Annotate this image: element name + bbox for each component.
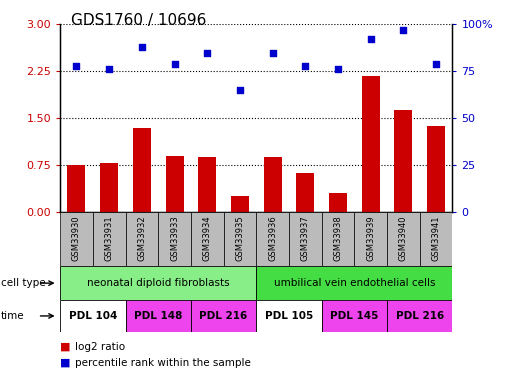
- Text: GSM33935: GSM33935: [235, 215, 244, 261]
- Bar: [427, 126, 445, 212]
- Bar: [394, 110, 412, 212]
- Text: GSM33930: GSM33930: [72, 215, 81, 261]
- Text: log2 ratio: log2 ratio: [75, 342, 125, 352]
- Text: PDL 216: PDL 216: [199, 311, 248, 321]
- Point: [203, 50, 211, 55]
- Bar: [100, 163, 118, 212]
- Point: [268, 50, 277, 55]
- Text: neonatal diploid fibroblasts: neonatal diploid fibroblasts: [87, 278, 230, 288]
- FancyBboxPatch shape: [256, 212, 289, 266]
- FancyBboxPatch shape: [60, 300, 126, 332]
- FancyBboxPatch shape: [191, 300, 256, 332]
- Point: [367, 36, 375, 42]
- Bar: [362, 76, 380, 212]
- Point: [334, 66, 342, 72]
- Text: PDL 148: PDL 148: [134, 311, 183, 321]
- FancyBboxPatch shape: [158, 212, 191, 266]
- Bar: [166, 156, 184, 212]
- Point: [399, 27, 407, 33]
- FancyBboxPatch shape: [387, 212, 419, 266]
- FancyBboxPatch shape: [60, 212, 93, 266]
- Text: PDL 216: PDL 216: [395, 311, 444, 321]
- Point: [138, 44, 146, 50]
- FancyBboxPatch shape: [419, 212, 452, 266]
- FancyBboxPatch shape: [93, 212, 126, 266]
- FancyBboxPatch shape: [191, 212, 224, 266]
- Text: GSM33934: GSM33934: [203, 215, 212, 261]
- Text: GSM33939: GSM33939: [366, 215, 375, 261]
- Text: ■: ■: [60, 358, 71, 368]
- Text: GSM33931: GSM33931: [105, 215, 113, 261]
- FancyBboxPatch shape: [387, 300, 452, 332]
- FancyBboxPatch shape: [126, 300, 191, 332]
- Text: PDL 145: PDL 145: [330, 311, 379, 321]
- Point: [105, 66, 113, 72]
- Point: [170, 61, 179, 67]
- FancyBboxPatch shape: [322, 212, 355, 266]
- Bar: [329, 193, 347, 212]
- Text: time: time: [1, 311, 25, 321]
- FancyBboxPatch shape: [322, 300, 387, 332]
- Text: PDL 105: PDL 105: [265, 311, 313, 321]
- Text: cell type: cell type: [1, 278, 46, 288]
- Bar: [133, 128, 151, 212]
- FancyBboxPatch shape: [60, 266, 256, 300]
- Text: GSM33941: GSM33941: [431, 215, 440, 261]
- Text: GSM33937: GSM33937: [301, 215, 310, 261]
- Text: GSM33932: GSM33932: [138, 215, 146, 261]
- FancyBboxPatch shape: [355, 212, 387, 266]
- Text: PDL 104: PDL 104: [69, 311, 117, 321]
- Text: GDS1760 / 10696: GDS1760 / 10696: [71, 13, 206, 28]
- FancyBboxPatch shape: [256, 266, 452, 300]
- Bar: [297, 173, 314, 212]
- Text: GSM33936: GSM33936: [268, 215, 277, 261]
- Point: [72, 63, 81, 69]
- Point: [236, 87, 244, 93]
- FancyBboxPatch shape: [126, 212, 158, 266]
- Bar: [198, 157, 216, 212]
- Text: umbilical vein endothelial cells: umbilical vein endothelial cells: [274, 278, 435, 288]
- Text: ■: ■: [60, 342, 71, 352]
- Text: GSM33938: GSM33938: [334, 215, 343, 261]
- FancyBboxPatch shape: [256, 300, 322, 332]
- FancyBboxPatch shape: [224, 212, 256, 266]
- Bar: [264, 157, 281, 212]
- Point: [301, 63, 310, 69]
- Bar: [231, 196, 249, 212]
- Text: GSM33933: GSM33933: [170, 215, 179, 261]
- Point: [432, 61, 440, 67]
- Bar: [67, 165, 85, 212]
- FancyBboxPatch shape: [289, 212, 322, 266]
- Text: percentile rank within the sample: percentile rank within the sample: [75, 358, 251, 368]
- Text: GSM33940: GSM33940: [399, 215, 408, 261]
